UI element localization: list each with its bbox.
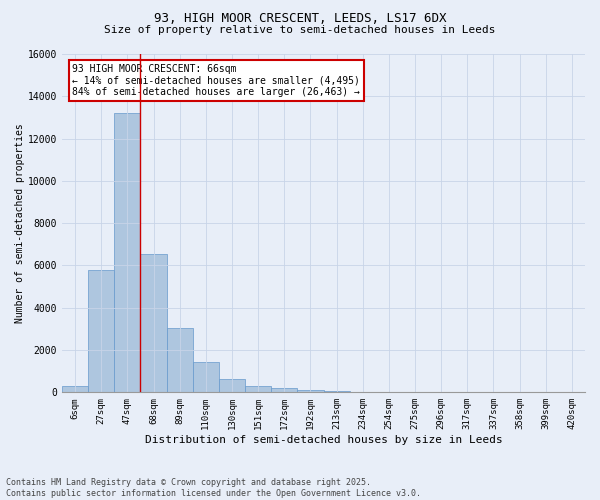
Y-axis label: Number of semi-detached properties: Number of semi-detached properties <box>15 124 25 323</box>
Bar <box>245 386 271 392</box>
Text: Size of property relative to semi-detached houses in Leeds: Size of property relative to semi-detach… <box>104 25 496 35</box>
X-axis label: Distribution of semi-detached houses by size in Leeds: Distribution of semi-detached houses by … <box>145 435 502 445</box>
Bar <box>298 390 323 392</box>
Bar <box>167 328 193 392</box>
Text: Contains HM Land Registry data © Crown copyright and database right 2025.
Contai: Contains HM Land Registry data © Crown c… <box>6 478 421 498</box>
Text: 93, HIGH MOOR CRESCENT, LEEDS, LS17 6DX: 93, HIGH MOOR CRESCENT, LEEDS, LS17 6DX <box>154 12 446 26</box>
Bar <box>323 390 350 392</box>
Bar <box>271 388 298 392</box>
Bar <box>140 254 167 392</box>
Bar <box>115 113 140 392</box>
Bar <box>88 270 115 392</box>
Bar <box>193 362 219 392</box>
Text: 93 HIGH MOOR CRESCENT: 66sqm
← 14% of semi-detached houses are smaller (4,495)
8: 93 HIGH MOOR CRESCENT: 66sqm ← 14% of se… <box>73 64 361 98</box>
Bar <box>62 386 88 392</box>
Bar <box>219 378 245 392</box>
